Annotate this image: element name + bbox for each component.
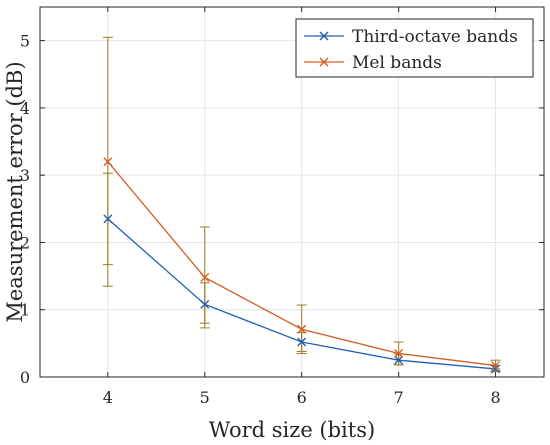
legend-marker bbox=[319, 31, 329, 41]
x-marker bbox=[200, 299, 210, 309]
y-tick-label: 2 bbox=[20, 233, 30, 252]
x-marker bbox=[491, 364, 501, 374]
y-tick-label: 0 bbox=[20, 368, 30, 387]
x-tick-labels: 4 5 6 7 8 bbox=[103, 388, 501, 407]
marker-stroke bbox=[103, 214, 113, 224]
legend: Third-octave bands Mel bands bbox=[295, 18, 534, 78]
axis-ticks bbox=[40, 7, 544, 378]
x-marker bbox=[297, 337, 307, 347]
y-tick-label: 4 bbox=[20, 99, 30, 118]
x-tick-label: 7 bbox=[394, 388, 404, 407]
marker-stroke bbox=[103, 157, 113, 167]
x-marker bbox=[394, 348, 404, 358]
y-axis-label: Measurement error (dB) bbox=[3, 61, 27, 322]
x-tick-label: 6 bbox=[297, 388, 307, 407]
x-axis-label: Word size (bits) bbox=[209, 418, 375, 442]
plot-frame bbox=[39, 6, 545, 378]
marker-stroke bbox=[491, 361, 501, 371]
marker-stroke bbox=[491, 364, 501, 374]
x-marker bbox=[103, 157, 113, 167]
legend-box bbox=[295, 18, 534, 78]
y-tick-label: 1 bbox=[20, 301, 30, 320]
x-marker bbox=[394, 355, 404, 365]
y-tick-label: 3 bbox=[20, 166, 30, 185]
legend-label-0: Third-octave bands bbox=[352, 27, 518, 47]
x-marker bbox=[200, 272, 210, 282]
x-tick-label: 8 bbox=[490, 388, 500, 407]
marker-stroke bbox=[200, 272, 210, 282]
x-marker bbox=[103, 214, 113, 224]
marker-stroke bbox=[297, 337, 307, 347]
legend-label-1: Mel bands bbox=[352, 53, 442, 73]
series-markers bbox=[103, 157, 501, 374]
legend-marker bbox=[319, 57, 329, 67]
x-tick-label: 4 bbox=[103, 388, 113, 407]
marker-stroke bbox=[200, 299, 210, 309]
y-tick-labels: 0 1 2 3 4 5 bbox=[20, 32, 30, 387]
marker-stroke bbox=[297, 324, 307, 334]
marker-stroke bbox=[394, 355, 404, 365]
x-marker bbox=[491, 361, 501, 371]
marker-stroke bbox=[394, 348, 404, 358]
x-marker bbox=[297, 324, 307, 334]
x-tick-label: 5 bbox=[200, 388, 210, 407]
y-tick-label: 5 bbox=[20, 32, 30, 51]
